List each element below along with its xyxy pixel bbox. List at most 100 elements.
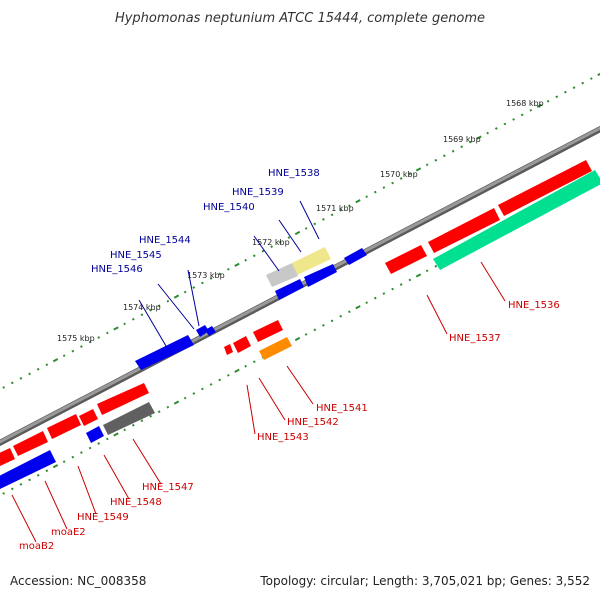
gene-hne-1545[interactable] <box>205 326 216 336</box>
label-hne-1538[interactable]: HNE_1538 <box>268 168 320 179</box>
tick-mark <box>192 286 196 289</box>
tick-mark <box>234 262 240 267</box>
tick-mark <box>391 287 394 291</box>
tick-mark <box>294 230 301 236</box>
tick-mark <box>408 172 412 176</box>
tick-mark <box>45 363 49 367</box>
tick-mark <box>382 186 386 189</box>
kbp-label-1572: 1572 kbp <box>252 238 290 247</box>
label-hne-1537[interactable]: HNE_1537 <box>449 333 501 344</box>
tick-mark <box>71 455 75 459</box>
gene-hne-1540b[interactable] <box>275 279 304 300</box>
tick-mark <box>183 290 187 294</box>
label-hne-1545[interactable]: HNE_1545 <box>110 250 162 261</box>
tick-mark <box>131 317 135 321</box>
tick-mark <box>244 258 247 262</box>
tick-mark <box>52 464 59 469</box>
gene-hne-1546[interactable] <box>135 335 194 370</box>
tick-mark <box>140 313 144 317</box>
tick-mark <box>546 99 550 103</box>
gene-hne-1547-small[interactable] <box>86 426 104 443</box>
gene-moae2-a[interactable] <box>47 414 81 439</box>
gene-hne-1536[interactable] <box>433 170 600 270</box>
gene-hne-1537c[interactable] <box>385 245 427 274</box>
gene-hne-1539[interactable] <box>292 247 331 275</box>
gene-moab2[interactable] <box>0 450 56 489</box>
tick-mark <box>227 374 230 377</box>
tick-mark <box>166 299 170 303</box>
tick-mark <box>252 360 256 364</box>
gene-hne-1549[interactable] <box>79 409 98 426</box>
tick-mark <box>28 372 31 376</box>
tick-mark <box>503 122 507 126</box>
tick-mark <box>520 113 524 117</box>
tick-mark <box>425 163 429 167</box>
label-hne-1543[interactable]: HNE_1543 <box>257 432 309 443</box>
tick-mark <box>52 358 59 363</box>
label-hne-1548[interactable]: HNE_1548 <box>110 497 162 508</box>
kbp-label-1573: 1573 kbp <box>187 271 225 280</box>
tick-mark <box>348 310 351 314</box>
gene-hne-1538[interactable] <box>344 248 367 265</box>
gene-hne-1547[interactable] <box>103 402 155 435</box>
tick-mark <box>287 236 291 239</box>
label-hne-1547[interactable]: HNE_1547 <box>142 482 194 493</box>
tick-mark <box>555 95 559 99</box>
label-hne-1546[interactable]: HNE_1546 <box>91 264 143 275</box>
tick-mark <box>294 336 301 342</box>
tick-mark <box>88 340 92 344</box>
tick-mark <box>355 199 361 204</box>
tick-mark <box>278 240 282 244</box>
gene-hne-1540[interactable] <box>304 264 337 287</box>
tick-mark <box>166 405 170 409</box>
tick-mark <box>460 145 464 149</box>
tick-mark <box>304 227 308 230</box>
tick-mark <box>373 296 377 300</box>
gene-hne-1548[interactable] <box>97 383 149 415</box>
tick-mark <box>234 368 240 373</box>
accession-text: Accession: NC_008358 <box>10 574 146 588</box>
tick-mark <box>173 294 180 299</box>
label-hne-1539[interactable]: HNE_1539 <box>232 187 284 198</box>
gene-hne-1539-unknown[interactable] <box>266 263 298 287</box>
tick-mark <box>192 392 196 395</box>
gene-hne-1541[interactable] <box>259 337 292 360</box>
label-hne-1541[interactable]: HNE_1541 <box>316 403 368 414</box>
tick-mark <box>322 218 325 221</box>
label-hne-1542[interactable]: HNE_1542 <box>287 417 339 428</box>
tick-mark <box>218 272 222 276</box>
tick-mark <box>564 90 567 94</box>
gene-hne-1537b[interactable] <box>428 208 500 253</box>
gene-hne-1537a[interactable] <box>498 160 592 216</box>
tick-mark <box>2 492 5 495</box>
gene-moab2-red[interactable] <box>0 448 15 466</box>
tick-mark <box>45 469 49 473</box>
gene-hne-1542[interactable] <box>253 320 283 342</box>
tick-mark <box>62 460 66 463</box>
tick-mark <box>173 400 180 405</box>
kbp-label-1569: 1569 kbp <box>443 135 481 144</box>
gene-hne-1544[interactable] <box>196 325 209 337</box>
tick-mark <box>113 326 119 331</box>
reverse-gene-labels: HNE_1536 HNE_1537 HNE_1541 HNE_1542 HNE_… <box>19 300 560 552</box>
label-hne-1549[interactable]: HNE_1549 <box>77 512 129 523</box>
gene-hne-1543a[interactable] <box>233 336 251 353</box>
tick-mark <box>10 381 14 385</box>
label-hne-1536[interactable]: HNE_1536 <box>508 300 560 311</box>
tick-mark <box>131 423 135 427</box>
gene-moae2-b[interactable] <box>13 431 48 456</box>
label-hne-1544[interactable]: HNE_1544 <box>139 235 191 246</box>
gene-hne-1543b[interactable] <box>224 344 233 355</box>
tick-mark <box>227 268 230 271</box>
label-hne-1540[interactable]: HNE_1540 <box>203 202 255 213</box>
tick-mark <box>572 86 576 89</box>
tick-mark <box>209 383 213 386</box>
map-title: Hyphomonas neptunium ATCC 15444, complet… <box>115 11 485 26</box>
tick-mark <box>97 442 101 445</box>
tick-mark <box>536 103 543 108</box>
tick-mark <box>123 428 126 432</box>
label-moae2[interactable]: moaE2 <box>51 527 86 538</box>
kbp-label-1574: 1574 kbp <box>123 303 161 312</box>
label-moab2[interactable]: moaB2 <box>19 541 54 552</box>
